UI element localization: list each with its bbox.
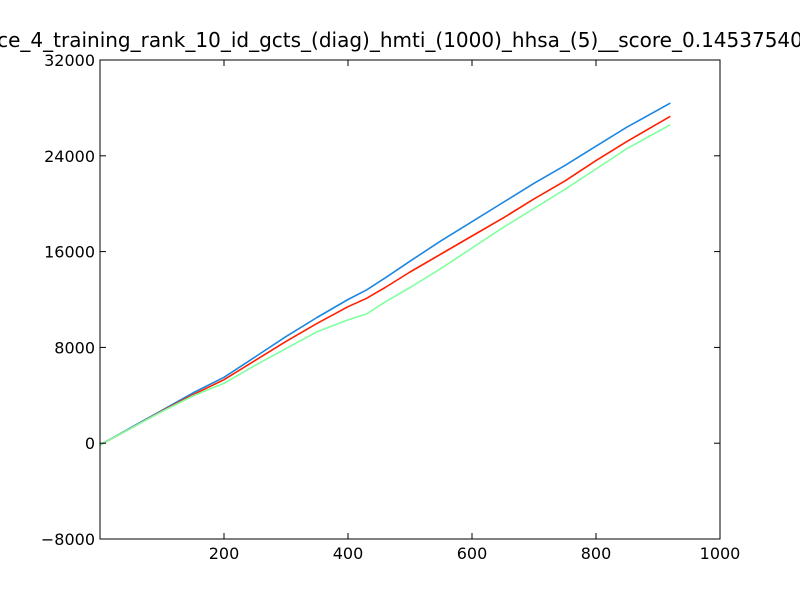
y-tick-label: 16000 xyxy=(44,243,95,262)
x-tick-label: 800 xyxy=(581,544,612,563)
x-axis: 200 400 600 800 1000 xyxy=(209,60,741,563)
series-line-3 xyxy=(99,123,671,446)
y-tick-label: 0 xyxy=(85,434,95,453)
y-tick-label: 32000 xyxy=(44,51,95,70)
y-tick-label: 8000 xyxy=(54,338,95,357)
y-axis: −8000 0 8000 16000 24000 32000 xyxy=(41,51,720,549)
series-line-1 xyxy=(99,102,671,446)
x-tick-label: 600 xyxy=(457,544,488,563)
y-tick-label: −8000 xyxy=(41,530,95,549)
x-tick-label: 1000 xyxy=(700,544,741,563)
y-tick-label: 24000 xyxy=(44,147,95,166)
series-layer xyxy=(99,102,671,446)
x-tick-label: 200 xyxy=(209,544,240,563)
plot-frame xyxy=(99,59,721,540)
x-tick-label: 400 xyxy=(333,544,364,563)
series-line-2 xyxy=(99,115,671,446)
chart-title: ce_4_training_rank_10_id_gcts_(diag)_hmt… xyxy=(0,28,800,52)
